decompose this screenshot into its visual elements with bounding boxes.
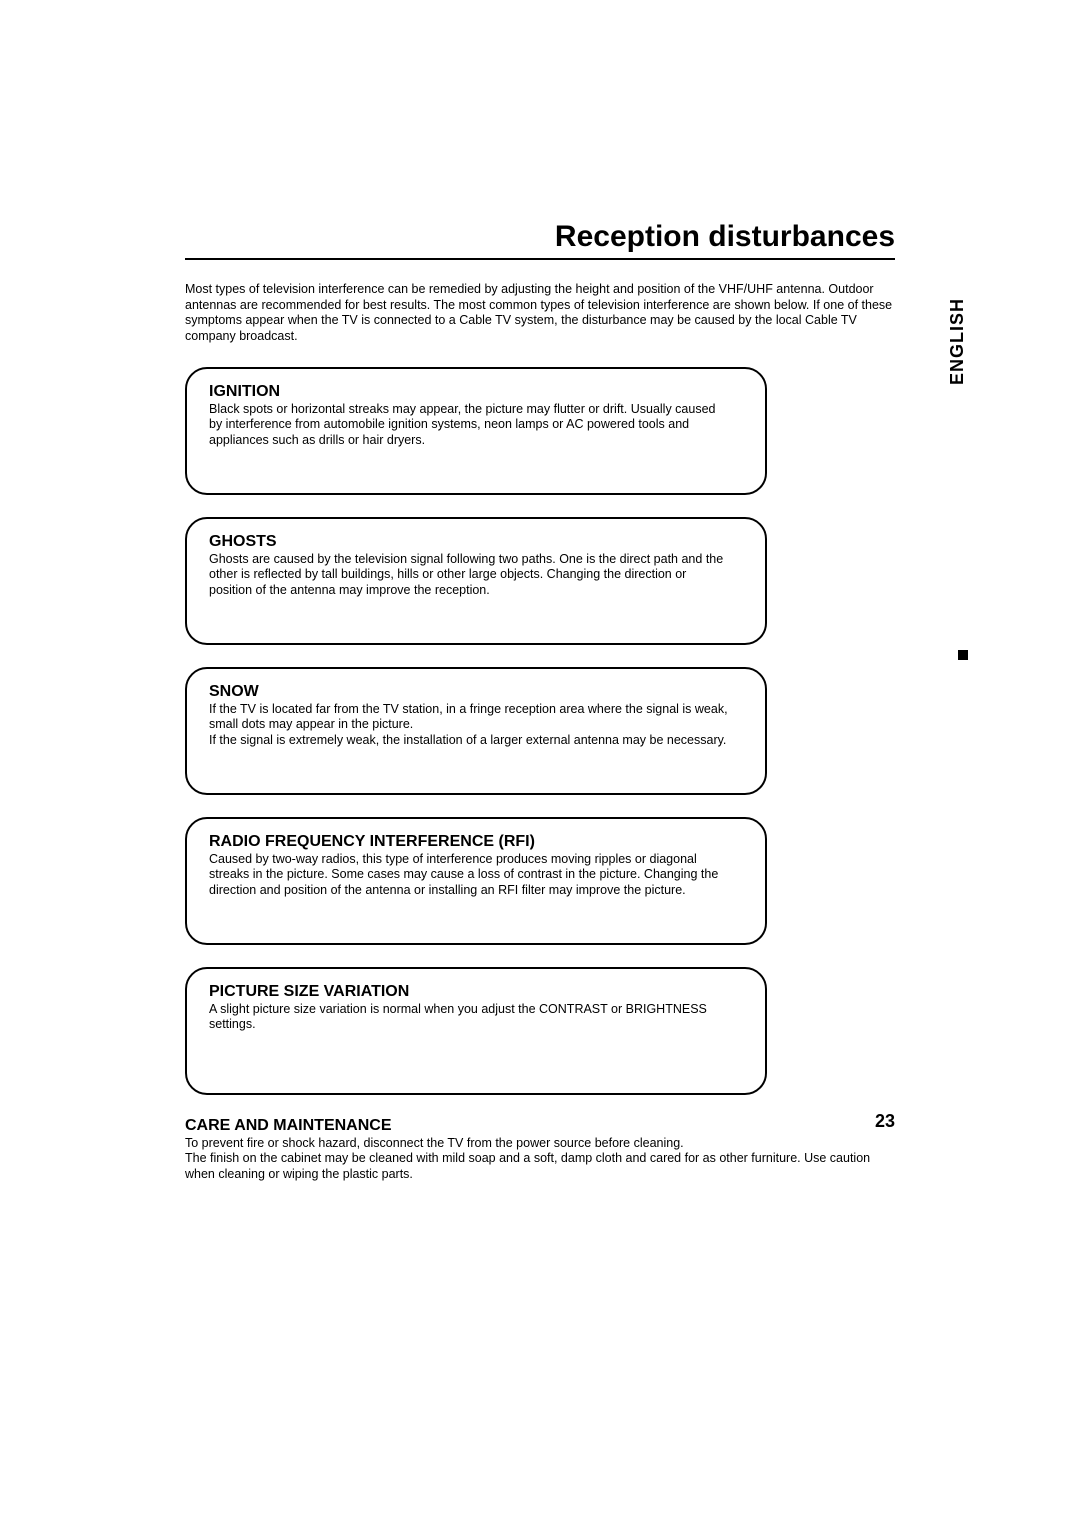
language-label: ENGLISH: [947, 298, 968, 385]
side-marker-icon: [958, 650, 968, 660]
box-title: PICTURE SIZE VARIATION: [209, 983, 743, 1001]
care-title: CARE AND MAINTENANCE: [185, 1117, 895, 1135]
disturbance-box-rfi: RADIO FREQUENCY INTERFERENCE (RFI) Cause…: [185, 817, 767, 945]
page-number: 23: [875, 1111, 895, 1132]
disturbance-box-picture-size: PICTURE SIZE VARIATION A slight picture …: [185, 967, 767, 1095]
disturbance-box-ignition: IGNITION Black spots or horizontal strea…: [185, 367, 767, 495]
document-page: Reception disturbances Most types of tel…: [0, 0, 1080, 1262]
intro-paragraph: Most types of television interference ca…: [185, 282, 895, 345]
box-body: Ghosts are caused by the television sign…: [209, 552, 729, 599]
box-title: SNOW: [209, 683, 743, 701]
box-title: GHOSTS: [209, 533, 743, 551]
care-body: To prevent fire or shock hazard, disconn…: [185, 1136, 895, 1183]
box-title: IGNITION: [209, 383, 743, 401]
box-body: A slight picture size variation is norma…: [209, 1002, 729, 1033]
box-body: Caused by two-way radios, this type of i…: [209, 852, 729, 899]
disturbance-box-snow: SNOW If the TV is located far from the T…: [185, 667, 767, 795]
box-body: Black spots or horizontal streaks may ap…: [209, 402, 729, 449]
box-title: RADIO FREQUENCY INTERFERENCE (RFI): [209, 833, 743, 851]
disturbance-box-ghosts: GHOSTS Ghosts are caused by the televisi…: [185, 517, 767, 645]
page-title: Reception disturbances: [185, 220, 895, 260]
box-body: If the TV is located far from the TV sta…: [209, 702, 729, 749]
care-section: CARE AND MAINTENANCE To prevent fire or …: [185, 1117, 895, 1183]
